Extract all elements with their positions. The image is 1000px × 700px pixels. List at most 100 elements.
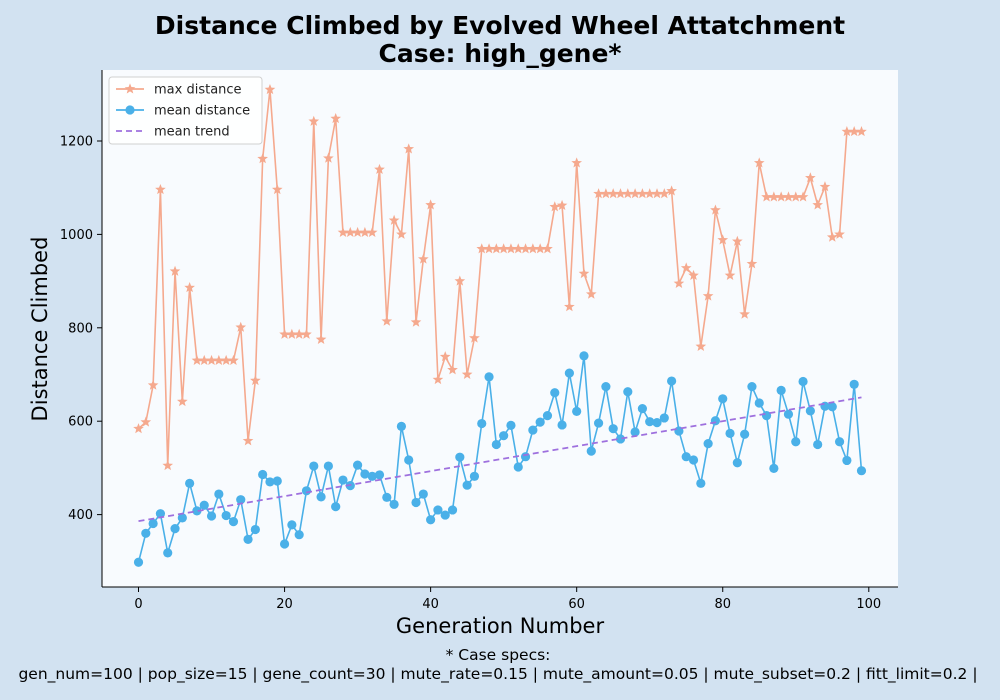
mean-distance-point [250, 524, 260, 535]
max-distance-point [315, 333, 327, 345]
mean-distance-point [696, 478, 706, 488]
max-distance-point [308, 115, 320, 126]
max-distance-point [301, 328, 312, 339]
x-tick-label: 100 [856, 597, 881, 612]
chart-title: Distance Climbed by Evolved Wheel Attatc… [155, 11, 845, 40]
max-distance-point [593, 188, 604, 199]
max-distance-point [680, 262, 692, 273]
max-distance-point [286, 328, 298, 339]
plot-area [102, 70, 898, 587]
series-layer [133, 84, 867, 567]
y-tick-label: 600 [68, 415, 93, 430]
mean-distance-point [842, 455, 852, 466]
max-distance-point [812, 199, 823, 210]
max-distance-point [710, 204, 721, 215]
mean-distance-point [155, 509, 166, 519]
max-distance-point [761, 191, 772, 202]
mean-distance-point [667, 376, 677, 386]
max-distance-point [410, 316, 422, 327]
max-distance-point [235, 321, 247, 332]
mean-distance-point [309, 461, 319, 471]
mean-distance-point [404, 455, 414, 465]
max-distance-point [702, 290, 714, 301]
mean-distance-point [688, 455, 699, 465]
mean-distance-point [557, 420, 567, 430]
max-distance-point [184, 282, 195, 293]
mean-distance-point [601, 382, 611, 392]
mean-distance-point [170, 524, 180, 534]
mean-distance-point [564, 368, 574, 378]
max-distance-point [534, 243, 546, 254]
mean-distance-point [630, 427, 640, 437]
max-distance-point [213, 354, 225, 366]
max-distance-point [673, 277, 685, 288]
mean-distance-point [148, 518, 158, 529]
max-distance-point [797, 191, 809, 202]
max-distance-point [498, 243, 509, 254]
mean-distance-point [294, 530, 304, 540]
mean-distance-point [192, 506, 202, 516]
mean-distance-point [374, 470, 385, 480]
max-distance-point [323, 152, 334, 163]
legend-marker [124, 83, 136, 94]
series-line-2 [138, 396, 862, 523]
mean-distance-point [279, 539, 290, 549]
y-tick-label: 800 [68, 321, 93, 336]
mean-distance-point [352, 460, 363, 470]
mean-distance-point [776, 385, 786, 395]
legend-label: mean distance [154, 104, 250, 119]
mean-distance-point [163, 548, 173, 558]
mean-distance-point [623, 387, 633, 397]
max-distance-point [724, 269, 736, 281]
max-distance-point [162, 459, 174, 471]
max-distance-point [578, 268, 590, 279]
mean-distance-point [331, 502, 341, 512]
mean-distance-point [783, 409, 794, 419]
max-distance-point [753, 157, 765, 168]
max-distance-point [264, 84, 276, 95]
mean-distance-point [747, 382, 757, 392]
mean-distance-point [725, 428, 735, 438]
mean-distance-point [221, 510, 231, 521]
mean-distance-point [447, 505, 458, 515]
max-distance-point [790, 191, 802, 202]
mean-distance-point [791, 437, 801, 447]
legend-box [108, 76, 263, 145]
max-distance-point [644, 188, 656, 199]
max-distance-point [629, 188, 641, 199]
mean-distance-point [418, 489, 428, 499]
max-distance-point [783, 191, 794, 202]
max-distance-point [250, 374, 261, 386]
max-distance-point [352, 226, 363, 238]
max-distance-point [432, 374, 444, 385]
max-distance-point [461, 368, 473, 380]
legend: max distance mean distance mean trend [108, 76, 263, 145]
max-distance-point [242, 435, 254, 446]
mean-distance-point [236, 495, 246, 505]
mean-distance-point [177, 513, 187, 523]
y-axis-label: Distance Climbed [28, 237, 52, 422]
mean-distance-point [206, 511, 217, 521]
max-distance-point [454, 275, 466, 286]
max-distance-point [666, 185, 677, 196]
mean-distance-point [805, 406, 815, 416]
footnote-heading: * Case specs: [446, 646, 551, 664]
max-distance-point [826, 231, 838, 242]
max-distance-point [585, 288, 597, 299]
y-tick-label: 1200 [60, 134, 93, 149]
max-distance-point [140, 416, 152, 427]
max-distance-point [133, 423, 144, 434]
legend-label: max distance [154, 83, 242, 98]
mean-distance-point [185, 478, 195, 488]
max-distance-point [695, 340, 707, 352]
y-ticks: 400 600 800 1000 1200 [60, 134, 102, 523]
y-tick-label: 400 [68, 508, 93, 523]
max-distance-point [491, 243, 502, 254]
max-distance-point [542, 243, 553, 254]
mean-distance-point [520, 452, 531, 462]
max-distance-point [344, 226, 356, 238]
max-distance-point [600, 188, 612, 199]
mean-distance-point [141, 528, 151, 538]
mean-distance-point [827, 402, 837, 412]
